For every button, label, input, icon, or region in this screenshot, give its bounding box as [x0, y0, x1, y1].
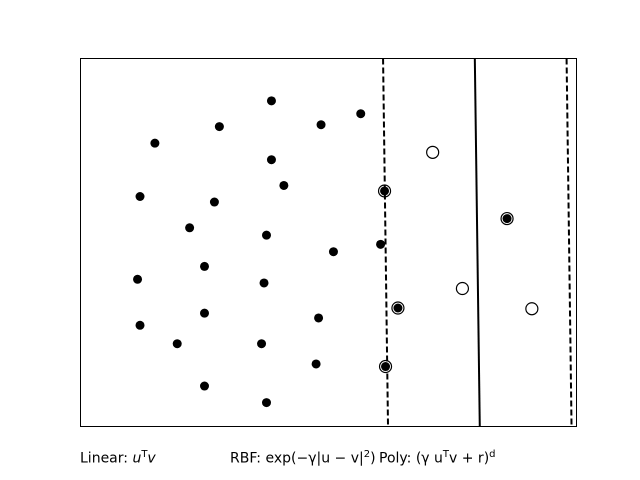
data-point-0-18: [314, 313, 324, 323]
caption-rbf-text: RBF: exp(−γ|u − v|: [230, 450, 364, 467]
data-point-0-17: [200, 308, 209, 318]
margin-line-2: [565, 58, 573, 427]
caption-poly-sup2: d: [489, 449, 496, 460]
data-point-0-21: [311, 359, 321, 369]
caption-poly-kernel: Poly: (γ uTv + r)d: [379, 449, 496, 467]
data-point-0-5: [266, 155, 276, 165]
data-point-0-10: [262, 230, 271, 240]
data-point-0-12: [376, 239, 386, 249]
data-point-1-3: [502, 214, 512, 224]
data-point-0-15: [259, 278, 269, 288]
data-point-1-2: [381, 362, 391, 372]
scatter-points: [133, 96, 539, 408]
data-point-1-0: [380, 186, 390, 196]
data-point-0-22: [200, 381, 209, 391]
data-point-0-14: [200, 261, 209, 271]
support-vector-ring-1-1: [391, 301, 405, 315]
data-point-0-0: [266, 96, 276, 106]
caption-rbf-close: ): [370, 450, 376, 467]
open-point-2-0: [426, 145, 440, 159]
support-vector-ring-1-3: [500, 211, 514, 226]
support-vector-ring-1-2: [378, 359, 393, 374]
plot-frame: [80, 58, 577, 427]
caption-linear-sup: T: [141, 449, 148, 460]
caption-linear-v: v: [147, 450, 156, 467]
data-point-1-1: [393, 303, 403, 313]
data-point-0-9: [185, 223, 195, 233]
caption-linear-prefix: Linear:: [80, 450, 133, 467]
data-point-0-20: [257, 339, 267, 349]
open-point-2-2: [525, 302, 539, 316]
caption-rbf-kernel: RBF: exp(−γ|u − v|2): [230, 449, 376, 467]
data-point-0-7: [135, 192, 145, 201]
data-point-0-11: [328, 247, 338, 257]
open-point-2-1: [455, 281, 470, 296]
caption-poly-prefix: Poly: (γ u: [379, 450, 443, 467]
decision-boundary-line-1: [473, 58, 481, 427]
caption-rbf-sup: 2: [363, 449, 371, 460]
data-point-0-16: [135, 320, 145, 330]
caption-poly-mid: v + r): [449, 450, 490, 467]
caption-linear-kernel: Linear: uTv: [80, 449, 156, 467]
data-point-0-3: [316, 120, 326, 130]
data-point-0-8: [209, 197, 219, 207]
caption-linear-u: u: [132, 450, 142, 467]
data-point-0-1: [214, 122, 224, 132]
data-point-0-4: [356, 109, 366, 119]
data-point-0-23: [262, 398, 271, 408]
caption-poly-sup1: T: [442, 449, 450, 460]
data-point-0-13: [133, 274, 143, 284]
data-point-0-2: [150, 138, 160, 148]
data-point-0-6: [279, 180, 289, 190]
data-point-0-19: [172, 339, 182, 349]
support-vector-ring-1-0: [377, 184, 392, 198]
